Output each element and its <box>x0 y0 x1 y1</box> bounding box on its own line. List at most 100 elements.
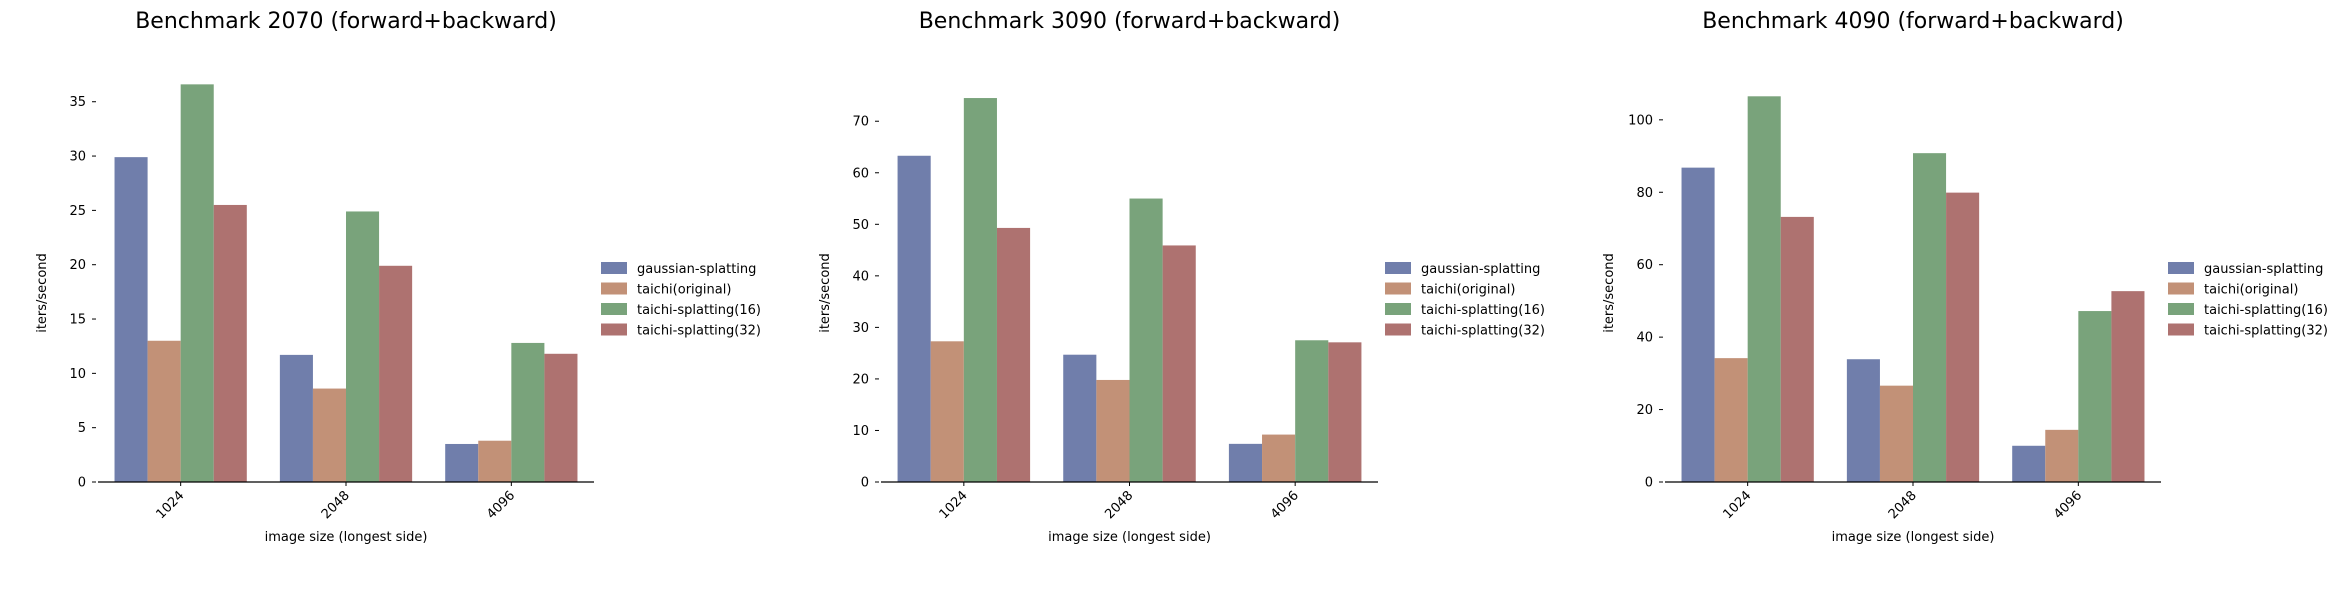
legend-swatch-2-1 <box>2168 282 2194 295</box>
y-tick-label-0-5: 25 <box>69 204 86 219</box>
y-tick-label-1-6: 60 <box>852 166 869 181</box>
y-tick-label-2-2: 40 <box>1636 331 1653 346</box>
y-tick-label-2-1: 20 <box>1636 403 1653 418</box>
legend-entry-1-2: taichi-splatting(16) <box>1421 303 1545 318</box>
legend-swatch-1-2 <box>1385 303 1411 315</box>
bar-0-2-0 <box>180 84 214 482</box>
bar-0-3-1 <box>379 265 413 482</box>
bar-0-3-0 <box>213 204 247 482</box>
bar-1-2-2 <box>1295 340 1329 482</box>
legend-entry-1-1: taichi(original) <box>1421 283 1515 298</box>
bar-2-1-1 <box>1879 385 1913 482</box>
bar-1-0-0 <box>897 155 931 482</box>
bar-2-2-1 <box>1913 153 1947 482</box>
y-tick-label-1-0: 0 <box>861 476 869 491</box>
x-tick-label-0-2: 4096 <box>484 488 518 522</box>
y-tick-label-1-1: 10 <box>852 424 869 439</box>
legend-entry-2-2: taichi-splatting(16) <box>2204 303 2328 318</box>
bar-2-2-0 <box>1747 96 1781 483</box>
y-tick-label-2-0: 0 <box>1645 476 1653 491</box>
bar-2-3-0 <box>1780 216 1814 482</box>
legend-entry-2-1: taichi(original) <box>2204 283 2298 298</box>
x-tick-label-1-0: 1024 <box>937 488 971 522</box>
x-tick-label-1-1: 2048 <box>1102 488 1136 522</box>
legend-swatch-0-3 <box>601 323 627 336</box>
x-tick-label-1-2: 4096 <box>1268 488 1302 522</box>
bar-1-1-1 <box>1096 379 1130 482</box>
y-tick-label-0-7: 35 <box>69 95 86 110</box>
y-axis-label-2: iters/second <box>1602 253 1617 333</box>
chart-title: Benchmark 3090 (forward+backward) <box>919 9 1341 34</box>
bar-1-0-2 <box>1228 443 1263 482</box>
bar-0-3-2 <box>544 353 578 482</box>
y-tick-label-2-4: 80 <box>1636 186 1653 201</box>
x-tick-label-2-1: 2048 <box>1886 488 1920 522</box>
x-axis-label-1: image size (longest side) <box>1048 530 1211 545</box>
bar-0-0-0 <box>114 157 148 482</box>
legend-swatch-2-0 <box>2168 262 2194 274</box>
bar-0-1-0 <box>147 340 181 482</box>
legend-entry-0-0: gaussian-splatting <box>637 262 756 277</box>
bar-2-1-0 <box>1714 358 1748 482</box>
bar-0-0-1 <box>279 354 313 482</box>
legend-entry-0-1: taichi(original) <box>637 283 731 298</box>
legend-entry-0-2: taichi-splatting(16) <box>637 303 761 318</box>
bar-1-2-1 <box>1129 198 1163 483</box>
bar-2-3-2 <box>2111 291 2145 482</box>
y-tick-label-2-5: 100 <box>1628 113 1653 128</box>
x-tick-label-0-1: 2048 <box>319 488 353 522</box>
bar-2-0-1 <box>1846 359 1880 482</box>
legend-entry-0-3: taichi-splatting(32) <box>637 324 761 339</box>
legend-entry-2-3: taichi-splatting(32) <box>2204 324 2328 339</box>
bar-0-0-2 <box>445 443 479 482</box>
bar-2-3-1 <box>1946 192 1980 482</box>
bar-0-1-2 <box>478 440 512 482</box>
y-tick-label-0-4: 20 <box>69 258 86 273</box>
y-tick-label-2-3: 60 <box>1636 258 1653 273</box>
bar-0-1-1 <box>312 388 346 482</box>
y-tick-label-1-5: 50 <box>852 218 869 233</box>
bar-2-2-2 <box>2078 311 2112 482</box>
legend-swatch-2-2 <box>2168 303 2194 315</box>
x-axis-label-2: image size (longest side) <box>1832 530 1995 545</box>
bar-0-2-2 <box>511 342 545 482</box>
y-tick-label-1-4: 40 <box>852 269 869 284</box>
chart-title: Benchmark 2070 (forward+backward) <box>135 9 557 34</box>
legend-swatch-1-3 <box>1385 323 1411 336</box>
bar-2-1-2 <box>2045 429 2079 482</box>
legend-swatch-2-3 <box>2168 323 2194 336</box>
chart-title: Benchmark 4090 (forward+backward) <box>1702 9 2124 34</box>
bar-1-3-1 <box>1162 245 1196 482</box>
legend-swatch-1-1 <box>1385 282 1411 295</box>
bar-1-2-0 <box>963 98 997 482</box>
legend-swatch-0-0 <box>601 262 627 274</box>
bar-1-3-0 <box>996 227 1031 482</box>
legend-entry-1-3: taichi-splatting(32) <box>1421 324 1545 339</box>
bar-1-0-1 <box>1063 354 1097 482</box>
x-tick-label-2-0: 1024 <box>1720 488 1754 522</box>
legend-swatch-0-1 <box>601 282 627 295</box>
y-tick-label-1-3: 30 <box>852 321 869 336</box>
bar-0-2-1 <box>346 211 380 482</box>
bar-2-0-0 <box>1681 167 1715 482</box>
bar-2-0-2 <box>2012 445 2046 482</box>
bar-1-3-2 <box>1328 342 1362 482</box>
bar-1-1-0 <box>930 341 964 482</box>
y-tick-label-0-0: 0 <box>78 476 86 491</box>
x-tick-label-0-0: 1024 <box>153 488 187 522</box>
x-axis-label-0: image size (longest side) <box>265 530 428 545</box>
legend-swatch-1-0 <box>1385 262 1411 274</box>
y-tick-label-0-6: 30 <box>69 150 86 165</box>
legend-entry-1-0: gaussian-splatting <box>1421 262 1540 277</box>
y-tick-label-0-1: 5 <box>78 421 86 436</box>
y-axis-label-1: iters/second <box>818 253 833 333</box>
y-axis-label-0: iters/second <box>35 253 50 333</box>
y-tick-label-0-2: 10 <box>69 367 86 382</box>
legend-entry-2-0: gaussian-splatting <box>2204 262 2323 277</box>
legend-swatch-0-2 <box>601 303 627 315</box>
bar-1-1-2 <box>1262 434 1296 482</box>
y-tick-label-1-2: 20 <box>852 372 869 387</box>
y-tick-label-1-7: 70 <box>852 115 869 130</box>
